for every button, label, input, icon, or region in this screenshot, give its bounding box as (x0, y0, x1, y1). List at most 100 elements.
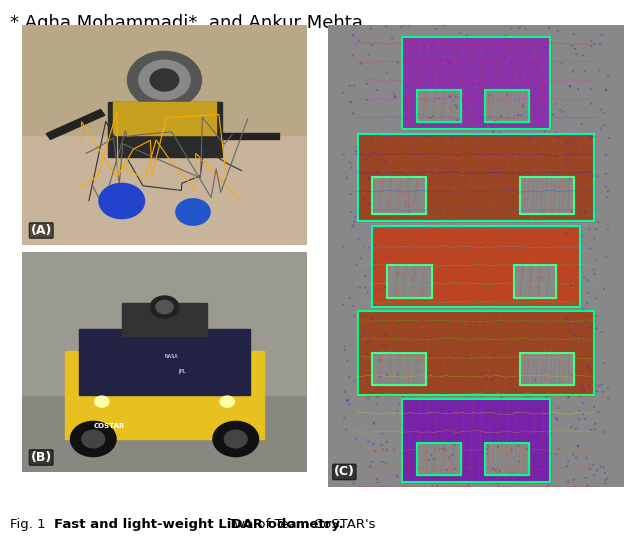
Point (604, 134, 614, 143)
Point (551, 128, 561, 136)
Point (590, 224, 600, 233)
Point (550, 449, 561, 458)
Point (424, 344, 435, 353)
Point (580, 473, 591, 482)
Point (365, 200, 375, 209)
Point (529, 432, 539, 441)
Point (339, 150, 349, 159)
Point (564, 140, 575, 149)
Point (558, 349, 568, 358)
Point (545, 346, 556, 355)
Point (434, 94, 444, 103)
Point (430, 146, 440, 155)
Point (412, 155, 422, 164)
Point (575, 392, 586, 400)
Point (553, 27, 563, 36)
Point (600, 109, 610, 118)
Point (585, 465, 595, 473)
Point (436, 421, 446, 429)
Point (514, 40, 524, 49)
Bar (22, 395, 307, 472)
Point (532, 306, 543, 315)
Point (487, 375, 497, 384)
Point (543, 252, 553, 261)
Point (342, 397, 352, 406)
Point (573, 441, 583, 450)
Point (396, 421, 406, 430)
Point (516, 415, 526, 424)
Circle shape (82, 430, 105, 448)
Point (374, 285, 384, 294)
Point (362, 141, 372, 150)
Point (507, 444, 517, 453)
Point (356, 390, 367, 399)
Point (476, 382, 486, 390)
Point (477, 368, 487, 377)
Point (504, 75, 515, 84)
Point (481, 449, 492, 458)
Point (449, 343, 459, 352)
Point (563, 393, 573, 402)
Point (496, 393, 506, 402)
Circle shape (156, 300, 173, 314)
Point (371, 260, 381, 268)
Point (372, 478, 383, 487)
Point (389, 445, 399, 454)
Point (401, 428, 411, 437)
Point (601, 182, 611, 191)
Point (438, 400, 449, 409)
Point (560, 158, 570, 167)
Point (543, 481, 554, 490)
Point (555, 275, 565, 284)
Point (504, 395, 514, 404)
Point (436, 136, 447, 145)
Point (574, 321, 584, 330)
Point (509, 152, 520, 160)
Point (455, 267, 465, 276)
Point (446, 152, 456, 161)
Point (346, 189, 356, 198)
Point (488, 202, 498, 211)
Point (584, 225, 595, 234)
Point (442, 233, 452, 242)
Point (601, 169, 611, 178)
Point (589, 234, 599, 243)
Point (545, 446, 555, 455)
Point (396, 23, 406, 32)
Point (592, 466, 602, 475)
Point (440, 446, 451, 455)
Point (394, 399, 404, 408)
Point (525, 146, 536, 155)
Circle shape (225, 430, 247, 448)
Point (382, 370, 392, 379)
Point (351, 146, 361, 155)
Point (500, 124, 511, 133)
Point (502, 273, 513, 282)
Point (468, 448, 479, 457)
Point (580, 208, 590, 217)
Point (402, 82, 412, 91)
Point (362, 339, 372, 348)
Bar (372, 178, 426, 214)
Point (478, 441, 488, 450)
Point (343, 395, 353, 404)
Point (497, 360, 507, 369)
Point (404, 174, 415, 183)
Text: Fig. 1: Fig. 1 (10, 518, 63, 531)
Point (563, 149, 573, 158)
Bar (485, 90, 529, 122)
Point (451, 465, 461, 473)
Point (514, 411, 524, 419)
Point (367, 457, 377, 466)
Point (477, 135, 487, 144)
Point (489, 320, 499, 329)
Point (412, 242, 422, 251)
Point (339, 476, 349, 485)
Point (574, 414, 584, 423)
Point (586, 99, 596, 108)
Point (526, 57, 536, 66)
Point (450, 81, 460, 90)
Point (389, 94, 399, 102)
Point (525, 60, 535, 69)
Point (465, 175, 475, 184)
